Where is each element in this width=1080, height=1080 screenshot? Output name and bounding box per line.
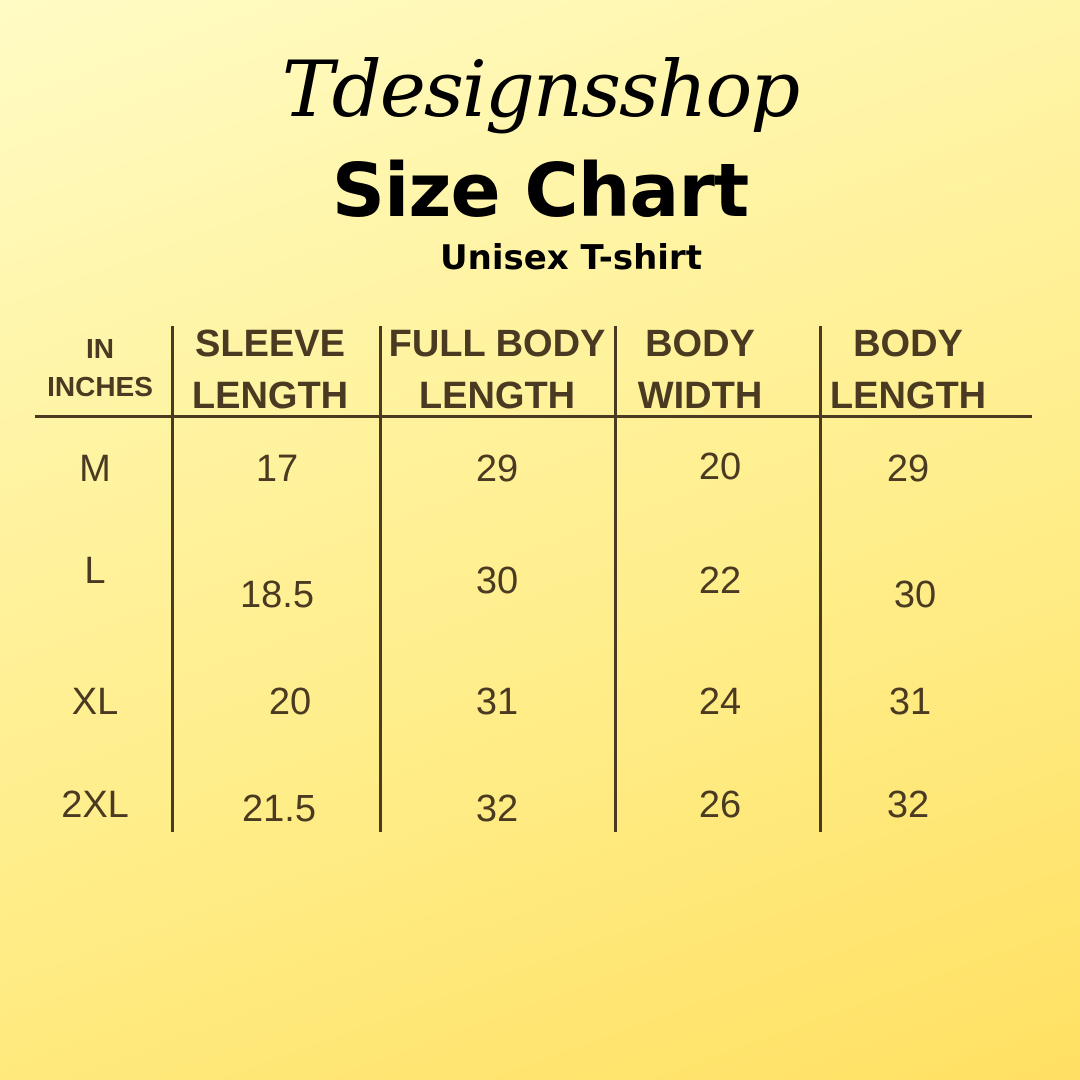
- column-header-line: BODY: [853, 323, 963, 365]
- column-header-line: BODY: [645, 323, 755, 365]
- column-header-line: IN: [85, 333, 114, 364]
- column-header: IN INCHES: [47, 330, 153, 406]
- measurement-cell: 18.5: [240, 574, 314, 616]
- column-header-line: SLEEVE: [195, 323, 345, 365]
- page-title: Size Chart: [331, 148, 749, 234]
- measurement-cell: 32: [886, 784, 930, 826]
- measurement-cell: 31: [888, 681, 932, 723]
- column-divider: [819, 326, 822, 832]
- column-divider: [171, 326, 174, 832]
- column-divider: [614, 326, 617, 832]
- measurement-cell: 21.5: [242, 788, 316, 830]
- measurement-cell: 17: [255, 448, 299, 490]
- size-label: M: [79, 448, 111, 490]
- brand-logo: Tdesignsshop: [281, 45, 800, 135]
- measurement-cell: 30: [893, 574, 937, 616]
- column-header: FULL BODY LENGTH: [389, 318, 606, 422]
- column-header-line: LENGTH: [829, 375, 987, 417]
- measurement-cell: 26: [698, 784, 742, 826]
- measurement-cell: 30: [475, 560, 519, 602]
- page-subtitle: Unisex T-shirt: [440, 238, 702, 278]
- measurement-cell: 22: [698, 560, 742, 602]
- measurement-cell: 29: [475, 448, 519, 490]
- measurement-cell: 31: [475, 681, 519, 723]
- size-label: L: [84, 550, 106, 592]
- measurement-cell: 24: [698, 681, 742, 723]
- column-header: SLEEVE LENGTH: [192, 318, 348, 422]
- column-divider: [379, 326, 382, 832]
- column-header-line: WIDTH: [637, 375, 763, 417]
- column-header: BODY LENGTH: [830, 318, 986, 422]
- size-label: XL: [71, 681, 119, 723]
- column-header-line: LENGTH: [191, 375, 349, 417]
- header-divider: [35, 415, 1032, 418]
- column-header-line: LENGTH: [418, 375, 576, 417]
- size-label: 2XL: [61, 784, 129, 826]
- measurement-cell: 32: [475, 788, 519, 830]
- measurement-cell: 20: [698, 446, 742, 488]
- measurement-cell: 29: [886, 448, 930, 490]
- column-header: BODY WIDTH: [638, 318, 763, 422]
- measurement-cell: 20: [268, 681, 312, 723]
- column-header-line: INCHES: [47, 371, 153, 402]
- column-header-line: FULL BODY: [388, 323, 606, 365]
